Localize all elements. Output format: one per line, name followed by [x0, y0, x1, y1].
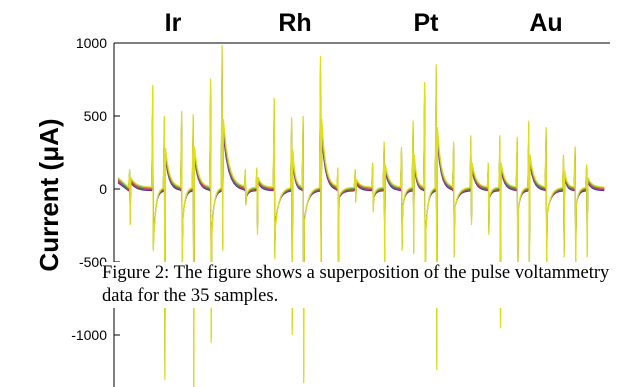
y-tick-label: 500: [84, 108, 108, 124]
series-line: [117, 49, 605, 387]
series-layer: [117, 44, 605, 387]
y-tick-label: 0: [99, 181, 107, 197]
series-line: [117, 54, 605, 383]
metal-labels: Ir Rh Pt Au: [165, 9, 563, 37]
series-line: [117, 67, 605, 364]
y-tick-label: -1000: [71, 327, 107, 343]
group-label-rh: Rh: [278, 9, 311, 37]
group-label-au: Au: [529, 9, 562, 37]
series-line: [117, 44, 605, 387]
y-axis-label: Current (μA): [34, 118, 64, 271]
series-line: [117, 58, 605, 377]
y-tick-label: 1000: [76, 35, 107, 51]
y-ticks: 1000 500 0 -500 -1000: [71, 35, 120, 343]
y-tick-label: -500: [79, 254, 107, 270]
series-line: [117, 63, 605, 370]
group-label-ir: Ir: [165, 9, 182, 37]
figure-caption: Figure 2: The figure shows a superpositi…: [102, 262, 626, 308]
plot-frame: [113, 42, 610, 387]
group-label-pt: Pt: [414, 9, 440, 37]
series-line: [117, 72, 605, 357]
